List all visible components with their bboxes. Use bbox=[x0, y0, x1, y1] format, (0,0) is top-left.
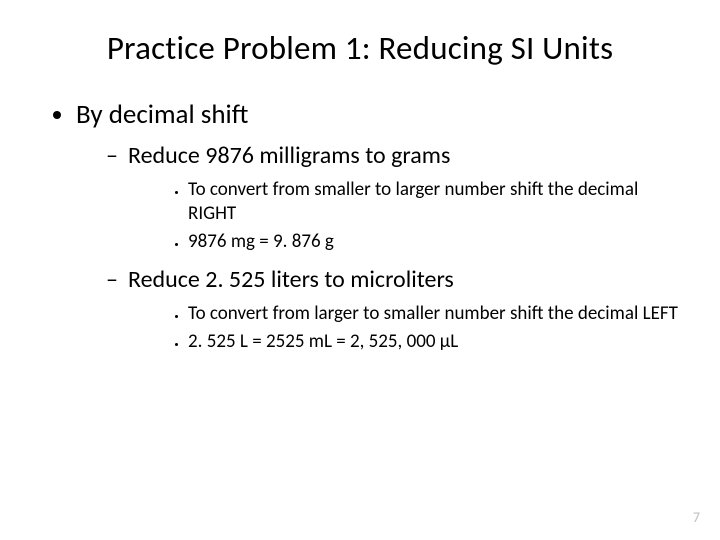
slide-title: Practice Problem 1: Reducing SI Units bbox=[40, 28, 680, 68]
bullet-lvl2-0: Reduce 9876 milligrams to grams To conve… bbox=[106, 141, 680, 253]
bullet-lvl3-0: To convert from smaller to larger number… bbox=[188, 178, 680, 226]
bullet-lvl3-2: To convert from larger to smaller number… bbox=[188, 302, 680, 326]
slide: Practice Problem 1: Reducing SI Units By… bbox=[0, 0, 720, 540]
bullet-lvl2-0-text: Reduce 9876 milligrams to grams bbox=[128, 141, 450, 170]
bullet-list: By decimal shift Reduce 9876 milligrams … bbox=[40, 98, 680, 354]
bullet-lvl2-1: Reduce 2. 525 liters to microliters To c… bbox=[106, 265, 680, 354]
bullet-lvl2-1-text: Reduce 2. 525 liters to microliters bbox=[128, 265, 454, 294]
bullet-lvl3-3: 2. 525 L = 2525 mL = 2, 525, 000 µL bbox=[188, 330, 680, 354]
bullet-lvl1-0: By decimal shift Reduce 9876 milligrams … bbox=[76, 98, 680, 354]
bullet-lvl2-list-0: Reduce 9876 milligrams to grams To conve… bbox=[76, 141, 680, 354]
bullet-lvl1-0-text: By decimal shift bbox=[76, 98, 248, 131]
page-number: 7 bbox=[693, 509, 700, 526]
bullet-lvl3-list-0: To convert from smaller to larger number… bbox=[128, 178, 680, 253]
bullet-lvl3-1: 9876 mg = 9. 876 g bbox=[188, 230, 680, 254]
bullet-lvl3-list-1: To convert from larger to smaller number… bbox=[128, 302, 680, 354]
